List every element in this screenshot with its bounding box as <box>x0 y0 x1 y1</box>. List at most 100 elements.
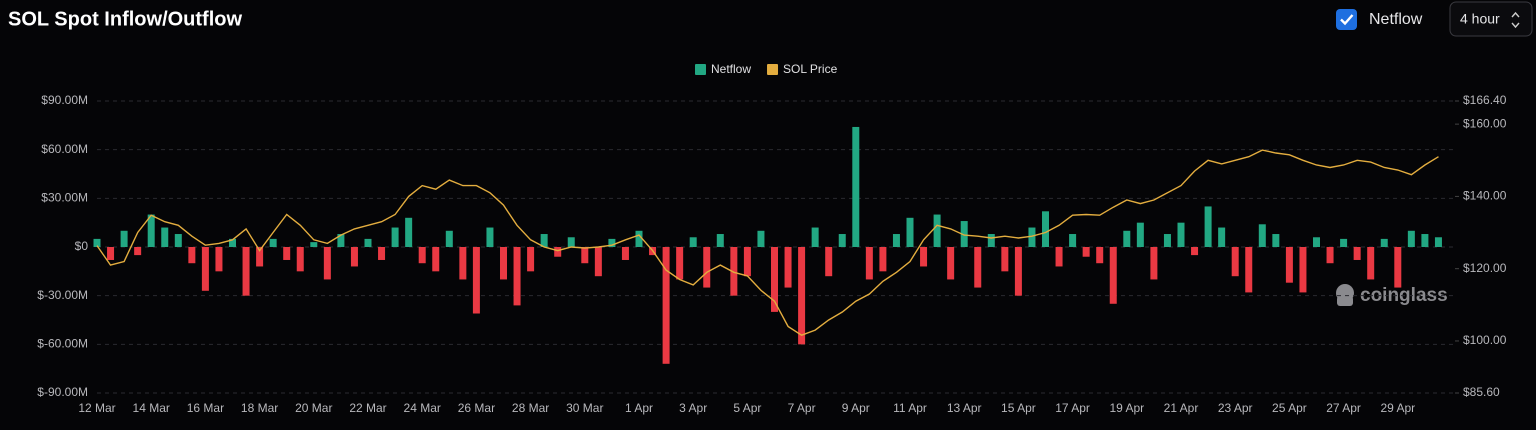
x-tick-label: 16 Mar <box>187 401 224 415</box>
bar <box>1014 247 1022 296</box>
bar <box>1245 247 1253 293</box>
x-tick-label: 23 Apr <box>1218 401 1253 415</box>
checkmark <box>1340 14 1354 26</box>
bar <box>161 227 169 247</box>
checkbox-label[interactable]: Netflow <box>1369 11 1423 28</box>
interval-select[interactable] <box>1449 1 1533 37</box>
bar <box>1340 238 1348 247</box>
bar <box>1353 247 1361 260</box>
bar <box>1313 237 1320 247</box>
x-tick-label: 5 Apr <box>733 401 761 415</box>
bar <box>825 247 833 277</box>
bar <box>974 247 982 288</box>
x-tick-label: 1 Apr <box>625 401 653 415</box>
bar <box>323 247 331 280</box>
bar <box>1001 247 1009 272</box>
bar <box>459 247 467 280</box>
bar <box>716 234 724 247</box>
bar <box>554 247 562 257</box>
watermark-icon <box>1336 284 1354 306</box>
y-tick-label: $90.00M <box>41 93 88 107</box>
bar <box>120 230 128 247</box>
bar <box>93 238 101 247</box>
bar <box>134 247 142 256</box>
x-tick-label: 19 Apr <box>1109 401 1144 415</box>
bar <box>500 247 507 280</box>
bar <box>1096 247 1104 264</box>
x-tick-label: 12 Mar <box>78 401 115 415</box>
bar <box>1380 238 1388 247</box>
bar <box>852 126 860 247</box>
bar <box>1218 227 1226 247</box>
x-tick-label: 27 Apr <box>1326 401 1361 415</box>
y-tick-label: $-60.00M <box>37 337 88 351</box>
bar <box>730 247 738 296</box>
bar <box>1150 247 1158 280</box>
bar <box>676 247 684 280</box>
legend-swatch <box>695 64 706 75</box>
bar <box>418 247 426 264</box>
y2-tick-label: $166.40 <box>1463 93 1507 107</box>
y2-tick-label: $120.00 <box>1463 261 1507 275</box>
chart-title: SOL Spot Inflow/Outflow <box>8 8 242 30</box>
bar <box>1109 247 1117 304</box>
price-line <box>96 149 1439 336</box>
checkbox-box[interactable] <box>1336 9 1357 30</box>
bar <box>229 238 236 247</box>
bar <box>798 247 806 345</box>
bar <box>1028 227 1036 247</box>
x-tick-label: 13 Apr <box>947 401 982 415</box>
bar <box>1204 206 1212 247</box>
bar <box>635 230 643 247</box>
netflow-bars <box>93 126 1442 364</box>
bar <box>378 247 386 260</box>
x-tick-label: 18 Mar <box>241 401 278 415</box>
bar <box>1177 222 1185 247</box>
bar <box>1191 247 1199 256</box>
bar <box>1069 234 1077 247</box>
bar <box>174 234 182 247</box>
bar <box>892 234 900 247</box>
bar <box>1394 247 1402 288</box>
select-chevron <box>1511 11 1520 29</box>
bar <box>743 247 751 277</box>
bar <box>1272 234 1280 247</box>
x-tick-label: 9 Apr <box>842 401 870 415</box>
y2-tick-label: $140.00 <box>1463 189 1507 203</box>
bar <box>486 227 494 247</box>
bar <box>1055 247 1063 267</box>
bar <box>1082 247 1090 257</box>
bar <box>1299 247 1307 293</box>
bar <box>1367 247 1375 280</box>
y-tick-label: $-90.00M <box>37 385 88 399</box>
legend-swatch <box>767 64 779 75</box>
bar <box>1285 247 1293 283</box>
y-tick-label: $0 <box>75 239 89 253</box>
checkbox[interactable] <box>1336 9 1357 30</box>
bar <box>242 247 250 296</box>
bar <box>1042 211 1049 247</box>
bar <box>147 214 155 247</box>
bar <box>269 238 277 247</box>
bar <box>838 234 846 247</box>
x-tick-label: 21 Apr <box>1164 401 1199 415</box>
bar <box>865 247 873 280</box>
bar <box>1231 247 1239 277</box>
bar <box>1434 237 1442 247</box>
bar <box>621 247 629 260</box>
bar <box>1421 234 1429 247</box>
bar <box>1136 222 1144 247</box>
bar <box>960 221 968 247</box>
x-tick-label: 29 Apr <box>1380 401 1415 415</box>
bar <box>215 247 223 272</box>
bar <box>283 247 291 260</box>
interval-value[interactable]: 4 hour <box>1460 11 1500 27</box>
x-tick-label: 22 Mar <box>349 401 386 415</box>
bar <box>540 234 548 247</box>
x-tick-label: 7 Apr <box>788 401 816 415</box>
x-tick-label: 3 Apr <box>679 401 707 415</box>
y2-tick-label: $100.00 <box>1463 333 1507 347</box>
grid <box>97 100 1455 394</box>
x-tick-label: 26 Mar <box>458 401 495 415</box>
x-tick-label: 14 Mar <box>133 401 170 415</box>
